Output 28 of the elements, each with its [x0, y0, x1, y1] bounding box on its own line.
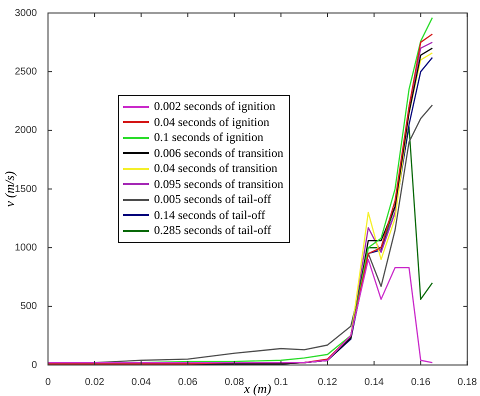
- y-tick-label: 500: [20, 301, 38, 312]
- y-tick-label: 0: [31, 360, 38, 371]
- legend-label: 0.002 seconds of ignition: [154, 99, 276, 114]
- legend-label: 0.14 seconds of tail-off: [154, 208, 266, 223]
- legend-label: 0.006 seconds of transition: [154, 146, 284, 161]
- legend-label: 0.005 seconds of tail-off: [154, 192, 272, 208]
- y-tick-label: 2000: [14, 125, 38, 136]
- x-tick-label: 0.18: [458, 376, 478, 388]
- x-tick-label: 0.08: [224, 376, 245, 388]
- x-tick-label: 0.04: [131, 376, 152, 388]
- y-tick-label: 1000: [14, 242, 38, 254]
- x-tick-label: 0.16: [410, 376, 431, 388]
- legend-label: 0.285 seconds of tail-off: [154, 223, 272, 238]
- y-tick-label: 2500: [14, 66, 38, 78]
- x-tick-label: 0.12: [318, 376, 338, 388]
- x-tick-label: 0.14: [364, 376, 384, 388]
- x-axis-title: x (m): [244, 381, 272, 396]
- x-tick-label: 0.02: [84, 376, 105, 388]
- x-tick-label: 0.1: [274, 376, 288, 388]
- legend-label: 0.04 seconds of transition: [154, 161, 278, 176]
- legend-label: 0.04 seconds of ignition: [154, 114, 270, 130]
- x-tick-label: 0.06: [178, 376, 198, 388]
- y-tick-label: 1500: [14, 184, 38, 195]
- legend-label: 0.095 seconds of transition: [154, 176, 284, 192]
- x-tick-label: 0: [45, 376, 52, 388]
- y-axis-title: v (m/s): [2, 171, 17, 207]
- legend-label: 0.1 seconds of ignition: [154, 130, 264, 146]
- y-tick-label: 3000: [14, 8, 38, 19]
